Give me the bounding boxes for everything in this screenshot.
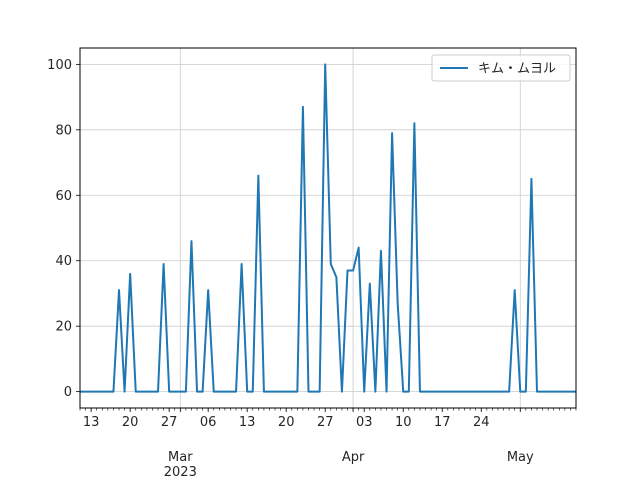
legend-box: [431, 54, 571, 82]
x-tick-label: 20: [122, 415, 139, 430]
x-tick-label: 27: [317, 415, 334, 430]
series-group: [80, 63, 576, 393]
x-tick-label: 06: [200, 415, 217, 430]
x-tick-label: 24: [473, 415, 490, 430]
y-tick-label: 20: [55, 320, 72, 335]
y-tick-label: 0: [64, 385, 72, 400]
series-line-0: [80, 63, 576, 393]
x-tick-label: Mar 2023: [164, 450, 197, 480]
legend: キム・ムヨル: [431, 54, 571, 82]
y-tick-label: 40: [55, 254, 72, 269]
x-tick-label: Apr: [342, 450, 365, 465]
x-tick-label: 17: [434, 415, 451, 430]
x-tick-label: 03: [356, 415, 373, 430]
y-tick-label: 60: [55, 189, 72, 204]
y-tick-label: 80: [55, 123, 72, 138]
x-tick-label: 13: [83, 415, 100, 430]
y-axis: 0 20 40 60 80 100: [47, 58, 80, 400]
plot-frame: [79, 47, 577, 409]
legend-label: キム・ムヨル: [478, 62, 556, 77]
x-tick-label: 13: [239, 415, 256, 430]
x-tick-label: 20: [278, 415, 295, 430]
grid: [80, 48, 576, 408]
x-tick-label: May: [507, 450, 534, 465]
x-tick-label: 10: [395, 415, 412, 430]
x-tick-label: 27: [161, 415, 178, 430]
y-tick-label: 100: [47, 58, 72, 73]
x-axis: 13 20 27 Mar 2023 06 13 20 27 Apr 03 10 17 24 May: [79, 408, 577, 480]
